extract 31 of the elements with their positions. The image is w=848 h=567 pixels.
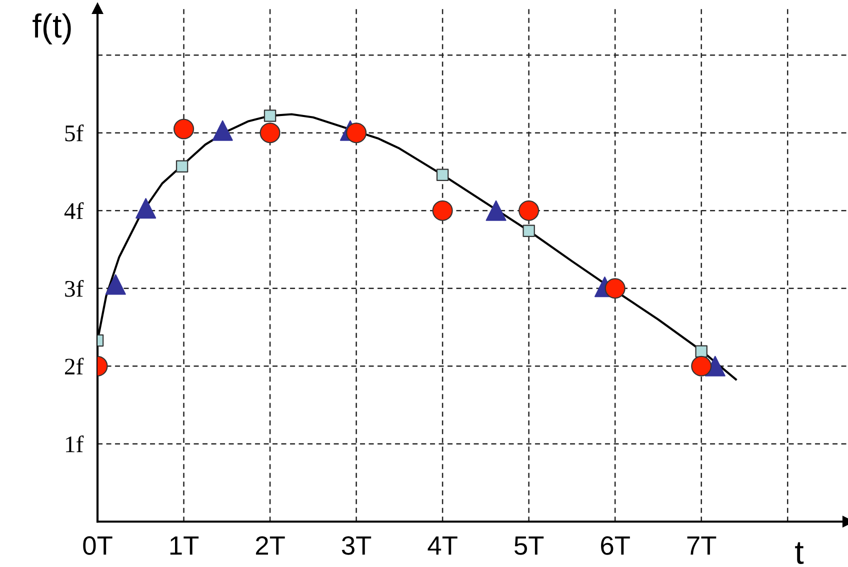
y-tick-label: 3f xyxy=(65,280,84,297)
x-tick-label: 0T xyxy=(83,536,112,555)
point xyxy=(518,200,540,221)
x-tick-label: 7T xyxy=(687,536,716,555)
y-tick-label: 5f xyxy=(65,124,84,142)
point xyxy=(136,198,156,219)
y-tick-label: 2f xyxy=(65,358,84,374)
point xyxy=(105,274,126,295)
x-tick-label: 3T xyxy=(342,536,372,555)
x-axis-title: t xyxy=(795,542,804,564)
point xyxy=(432,200,453,221)
point xyxy=(346,122,367,144)
point xyxy=(522,224,535,237)
point xyxy=(695,345,708,358)
x-tick-label: 4T xyxy=(428,536,458,555)
x-tick-label: 6T xyxy=(601,536,630,555)
point xyxy=(691,356,712,376)
point xyxy=(212,120,233,141)
point xyxy=(604,278,626,299)
x-tick-label: 1T xyxy=(170,536,199,555)
point xyxy=(260,122,280,144)
x-tick-label: 2T xyxy=(256,536,285,555)
point xyxy=(264,110,276,122)
x-tick-label: 5T xyxy=(514,536,544,555)
y-tick-label: 4f xyxy=(64,202,84,219)
y-tick-label: 1f xyxy=(66,435,84,452)
point xyxy=(436,168,449,181)
point xyxy=(176,160,188,172)
y-axis-title: f(t) xyxy=(32,13,71,44)
point xyxy=(486,200,506,221)
point xyxy=(174,118,194,140)
